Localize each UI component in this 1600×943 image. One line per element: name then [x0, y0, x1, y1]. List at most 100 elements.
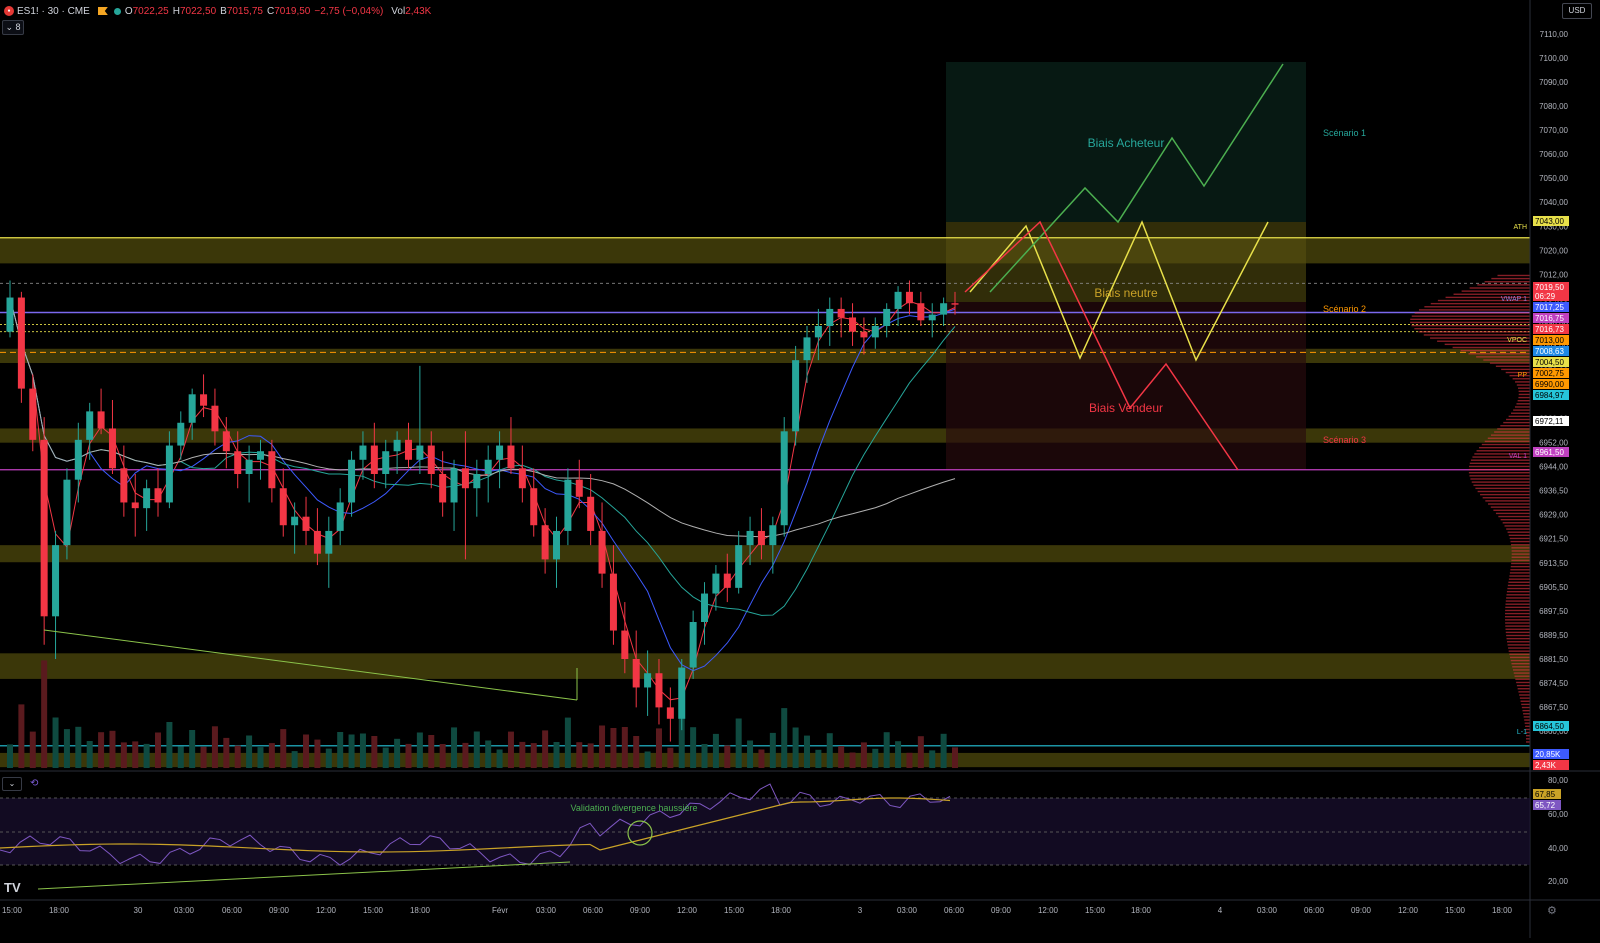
volume-bar: [496, 749, 503, 768]
volume-bar: [519, 741, 526, 768]
price-tag-bg: [1533, 749, 1569, 759]
volume-bar: [724, 745, 731, 768]
price-tag: 7043,00: [1535, 217, 1564, 226]
candle-body: [712, 573, 720, 594]
candle-body: [689, 622, 697, 668]
candle-body: [393, 439, 401, 452]
price-tag-bg: [1533, 721, 1569, 731]
candle-body: [165, 445, 173, 503]
volume-profile-bar: [1509, 572, 1530, 574]
volume-profile-bar: [1506, 637, 1530, 640]
volume-profile-bar: [1487, 437, 1530, 439]
volume-profile-bar: [1511, 553, 1530, 555]
symbol-name[interactable]: ES1! · 30 · CME: [17, 5, 90, 17]
change-value: −2,75 (−0,04%): [314, 5, 384, 17]
volume-profile-bar: [1410, 318, 1530, 320]
candle-body: [701, 593, 709, 622]
time-tick: 15:00: [2, 906, 23, 915]
volume-profile-bar: [1472, 456, 1530, 458]
rsi-collapse-button[interactable]: ⌄: [2, 777, 22, 791]
candle-body: [655, 673, 663, 708]
candle-body: [143, 488, 151, 509]
volume-bar: [599, 725, 606, 768]
candle-body: [188, 394, 196, 423]
volume-profile-bar: [1476, 356, 1530, 358]
candle-body: [553, 530, 561, 560]
volume-profile-bar: [1452, 346, 1530, 349]
line-label-1: VWAP 1: [1501, 296, 1527, 303]
volume-profile-bar: [1516, 681, 1530, 684]
divergence-rsi-line: [37, 861, 571, 890]
volume-profile-bar: [1437, 340, 1530, 342]
rsi-settings-icon[interactable]: ⟲: [30, 778, 39, 789]
close-label: C: [266, 5, 275, 17]
candle-body: [120, 468, 128, 503]
time-tick: 09:00: [1351, 906, 1372, 915]
volume-profile-bar: [1520, 700, 1530, 702]
volume-profile-bar: [1482, 497, 1530, 499]
volume-bar: [633, 736, 640, 768]
time-tick: 4: [1218, 906, 1223, 915]
volume-profile-bar: [1508, 647, 1530, 649]
volume-bar: [838, 746, 845, 768]
volume-profile-bar: [1504, 616, 1530, 618]
candle-body: [17, 297, 25, 389]
volume-bar: [234, 745, 241, 768]
candle-body: [587, 496, 595, 531]
flag-icon[interactable]: [97, 7, 108, 15]
volume-bar: [394, 738, 401, 768]
time-tick: 06:00: [222, 906, 243, 915]
volume-profile-bar: [1505, 625, 1530, 627]
price-tag: 7004,50: [1535, 358, 1564, 367]
volume-profile-bar: [1526, 734, 1530, 737]
time-tick: 18:00: [1131, 906, 1152, 915]
tradingview-logo[interactable]: TV: [4, 880, 21, 895]
volume-profile-bar: [1523, 716, 1530, 718]
candle-body: [826, 308, 834, 326]
volume-profile-bar: [1521, 703, 1530, 706]
volume-bar: [155, 732, 162, 768]
volume-profile-bar: [1505, 622, 1530, 624]
indicators-toggle-button[interactable]: ⌄ 8: [2, 20, 24, 35]
time-tick: 18:00: [771, 906, 792, 915]
volume-profile-bar: [1524, 719, 1530, 721]
volume-bar: [382, 747, 389, 768]
volume-profile-bar: [1514, 406, 1530, 408]
close-value: 7019,50: [274, 5, 311, 17]
volume-bar: [940, 733, 947, 768]
volume-profile-bar: [1500, 425, 1530, 427]
volume-profile-bar: [1504, 525, 1530, 527]
price-tag-bg: [1533, 346, 1569, 356]
volume-bar: [917, 736, 924, 768]
volume-profile-bar: [1477, 284, 1530, 286]
currency-button[interactable]: USD: [1562, 3, 1592, 19]
volume-profile-bar: [1523, 713, 1530, 715]
price-tick: 7030,00: [1539, 222, 1568, 231]
volume-bar: [644, 751, 651, 768]
candle-body: [359, 445, 367, 460]
candle-body: [427, 445, 435, 474]
price-tag: 7019,50: [1535, 283, 1564, 292]
candle-body: [564, 479, 572, 531]
volume-bar: [291, 751, 298, 768]
volume-profile-bar: [1519, 697, 1530, 699]
time-tick: 03:00: [536, 906, 557, 915]
candle-body: [735, 545, 743, 588]
time-tick: 06:00: [944, 906, 965, 915]
volume-bar: [781, 708, 788, 768]
gear-icon[interactable]: ⚙: [1547, 905, 1557, 917]
price-tick: 7110,00: [1540, 30, 1569, 39]
candle-body: [313, 530, 321, 554]
candle-body: [416, 445, 424, 460]
ema-slow-line: [9, 297, 956, 616]
candle-body: [757, 530, 765, 546]
candle-body: [746, 530, 754, 546]
line-label-2: VPOC: [1507, 337, 1527, 344]
candle-body: [404, 439, 412, 460]
volume-profile-bar: [1494, 431, 1530, 433]
volume-bar: [952, 747, 958, 768]
candle-body: [860, 331, 868, 338]
volume-profile-bar: [1506, 594, 1530, 596]
